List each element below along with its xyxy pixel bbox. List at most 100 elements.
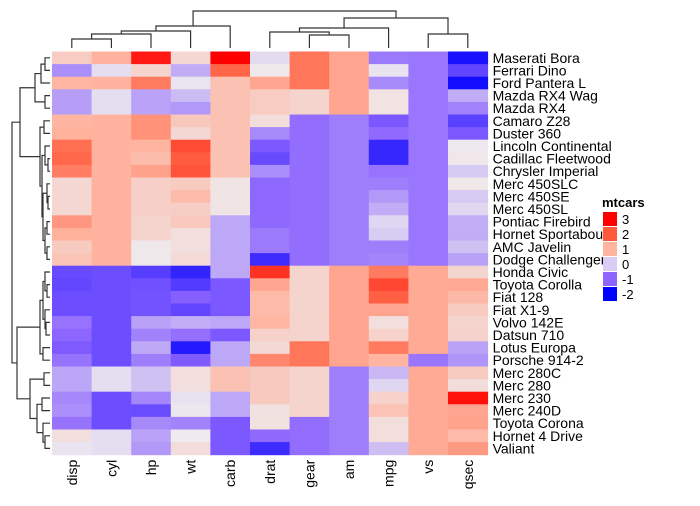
heatmap-cell (448, 127, 489, 141)
heatmap-cell (289, 139, 330, 153)
row-label: Merc 450SLC (493, 176, 579, 192)
row-label: Toyota Corolla (493, 277, 583, 293)
heatmap-cell (329, 442, 370, 456)
heatmap-cell (408, 316, 449, 330)
row-label: Porsche 914-2 (493, 352, 584, 368)
heatmap-cell (408, 253, 449, 267)
heatmap-cell (368, 164, 409, 178)
heatmap-cell (289, 76, 330, 90)
heatmap-cell (448, 353, 489, 367)
heatmap-cell (170, 215, 211, 229)
column-label: vs (420, 460, 436, 474)
heatmap-cell (448, 101, 489, 115)
heatmap-cell (210, 114, 251, 128)
heatmap-cell (170, 290, 211, 304)
heatmap-cell (91, 416, 132, 430)
heatmap-cell (289, 303, 330, 317)
heatmap-cell (368, 404, 409, 418)
heatmap-cell (368, 89, 409, 103)
heatmap-cell (52, 303, 93, 317)
heatmap-cell (448, 51, 489, 65)
heatmap-cell (170, 303, 211, 317)
row-label: Camaro Z28 (493, 113, 571, 129)
heatmap-cell (250, 265, 291, 279)
heatmap-cell (91, 442, 132, 456)
heatmap-cell (408, 164, 449, 178)
heatmap-cell (448, 139, 489, 153)
row-label: Merc 280 (493, 377, 552, 393)
heatmap-cell (91, 127, 132, 141)
heatmap-cell (210, 215, 251, 229)
heatmap-cell (91, 303, 132, 317)
heatmap-cell (170, 391, 211, 405)
column-label: carb (222, 459, 238, 486)
heatmap-cell (250, 416, 291, 430)
dendrogram-branch (155, 25, 231, 48)
heatmap-cell (289, 366, 330, 380)
legend-swatch (603, 212, 617, 226)
heatmap-cell (210, 139, 251, 153)
heatmap-cell (368, 328, 409, 342)
heatmap-cell (289, 316, 330, 330)
heatmap-cell (448, 278, 489, 292)
column-label: disp (64, 459, 80, 485)
dendrogram-branch (91, 33, 152, 48)
heatmap-cell (368, 215, 409, 229)
row-label: Toyota Corona (493, 415, 584, 431)
heatmap-cell (368, 127, 409, 141)
heatmap-cell (250, 328, 291, 342)
legend-swatch (603, 272, 617, 286)
legend-label: -1 (622, 272, 634, 287)
column-label: mpg (381, 460, 397, 487)
heatmap-cell (91, 76, 132, 90)
dendrogram-branch (43, 372, 50, 386)
heatmap-cell (329, 114, 370, 128)
dendrogram-branch (308, 34, 350, 48)
heatmap-cell (131, 404, 172, 418)
heatmap-cell (408, 202, 449, 216)
heatmap-cell (289, 379, 330, 393)
heatmap-cell (170, 353, 211, 367)
heatmap-cell (250, 202, 291, 216)
heatmap-cell (131, 76, 172, 90)
row-label: Hornet Sportabout (493, 226, 608, 242)
row-label: Merc 240D (493, 403, 561, 419)
heatmap-cell (52, 177, 93, 191)
heatmap-cell (289, 290, 330, 304)
heatmap-cell (170, 51, 211, 65)
heatmap-cell (91, 341, 132, 355)
heatmap-cell (131, 51, 172, 65)
heatmap-cell (448, 202, 489, 216)
heatmap-cell (289, 89, 330, 103)
heatmap-cell (408, 353, 449, 367)
heatmap-cell (52, 202, 93, 216)
heatmap-cell (210, 404, 251, 418)
row-label: Valiant (493, 440, 535, 456)
heatmap-cell (368, 177, 409, 191)
heatmap-cell (210, 353, 251, 367)
dendrogram-branch (41, 397, 50, 412)
heatmap-cell (91, 316, 132, 330)
heatmap-cell (408, 391, 449, 405)
heatmap-cell (131, 290, 172, 304)
heatmap-cell (131, 177, 172, 191)
heatmap-cell (368, 76, 409, 90)
heatmap-cell (250, 101, 291, 115)
dendrogram-branch (427, 33, 469, 48)
row-label: Merc 230 (493, 390, 552, 406)
heatmap-cell (250, 51, 291, 65)
heatmap-cell (91, 240, 132, 254)
heatmap-cell (250, 114, 291, 128)
heatmap-cell (91, 114, 132, 128)
heatmap-cell (131, 190, 172, 204)
row-label: Maserati Bora (493, 50, 580, 66)
heatmap-cell (250, 177, 291, 191)
column-label: hp (143, 459, 159, 475)
heatmap-cell (91, 152, 132, 166)
heatmap-cell (408, 114, 449, 128)
heatmap-cell (329, 51, 370, 65)
heatmap-cell (329, 404, 370, 418)
heatmap-cell (250, 303, 291, 317)
row-label: Dodge Challenger (493, 251, 606, 267)
